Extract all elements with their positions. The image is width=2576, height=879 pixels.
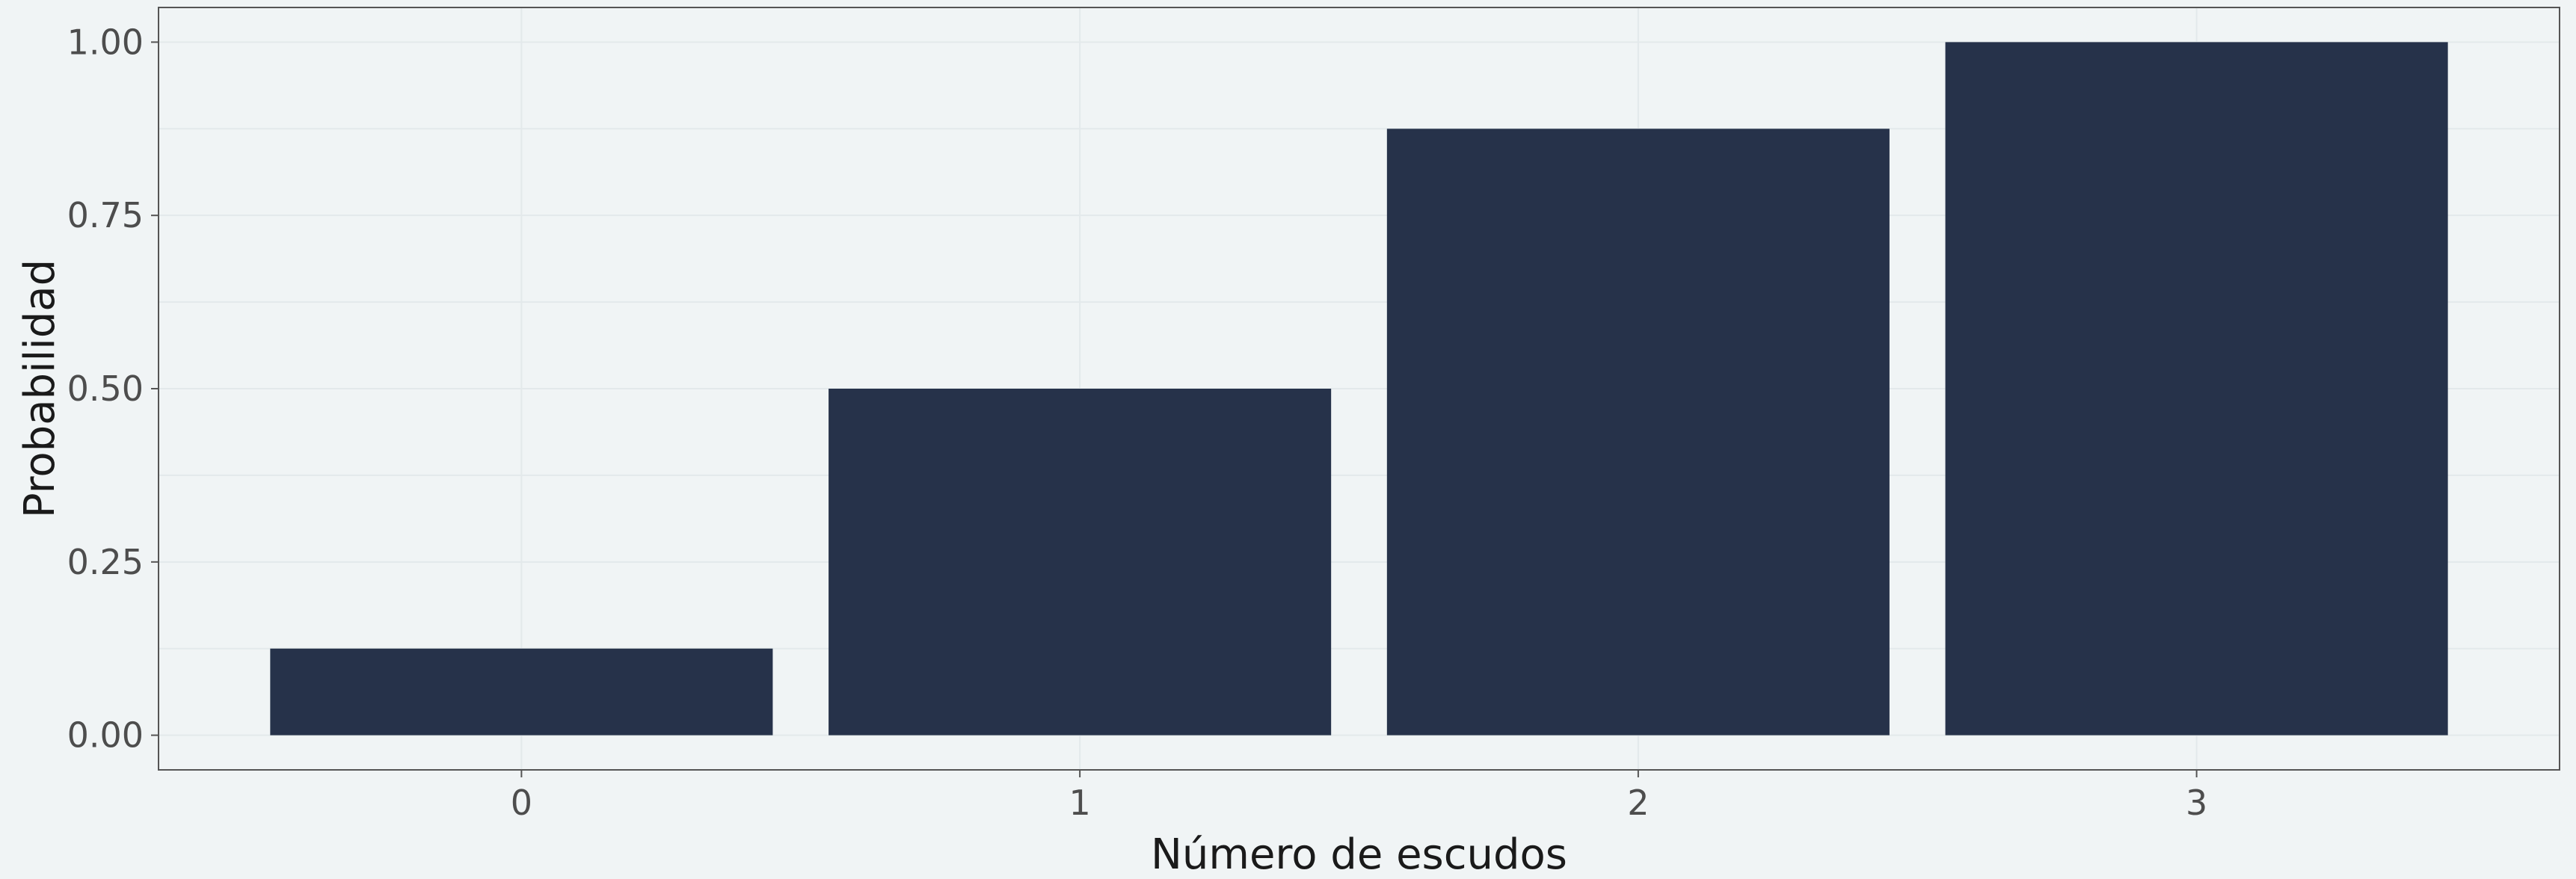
x-tick-label: 3 [2186, 783, 2207, 823]
bar-0 [270, 648, 773, 735]
x-axis-title: Número de escudos [1151, 830, 1567, 879]
bar-3 [1945, 42, 2448, 735]
x-tick-label: 2 [1627, 783, 1649, 823]
x-axis: 0 1 2 3 [511, 770, 2207, 823]
bars [270, 42, 2448, 735]
bar-1 [829, 389, 1332, 735]
y-tick-label: 1.00 [67, 22, 144, 62]
y-tick-label: 0.25 [67, 542, 144, 582]
bar-2 [1386, 129, 1890, 735]
y-axis: 0.00 0.25 0.50 0.75 1.00 [67, 22, 159, 756]
y-tick-label: 0.50 [67, 368, 144, 409]
y-axis-title: Probabilidad [16, 259, 64, 518]
y-tick-label: 0.75 [67, 195, 144, 235]
y-tick-label: 0.00 [67, 715, 144, 756]
x-tick-label: 0 [511, 783, 532, 823]
x-tick-label: 1 [1069, 783, 1090, 823]
